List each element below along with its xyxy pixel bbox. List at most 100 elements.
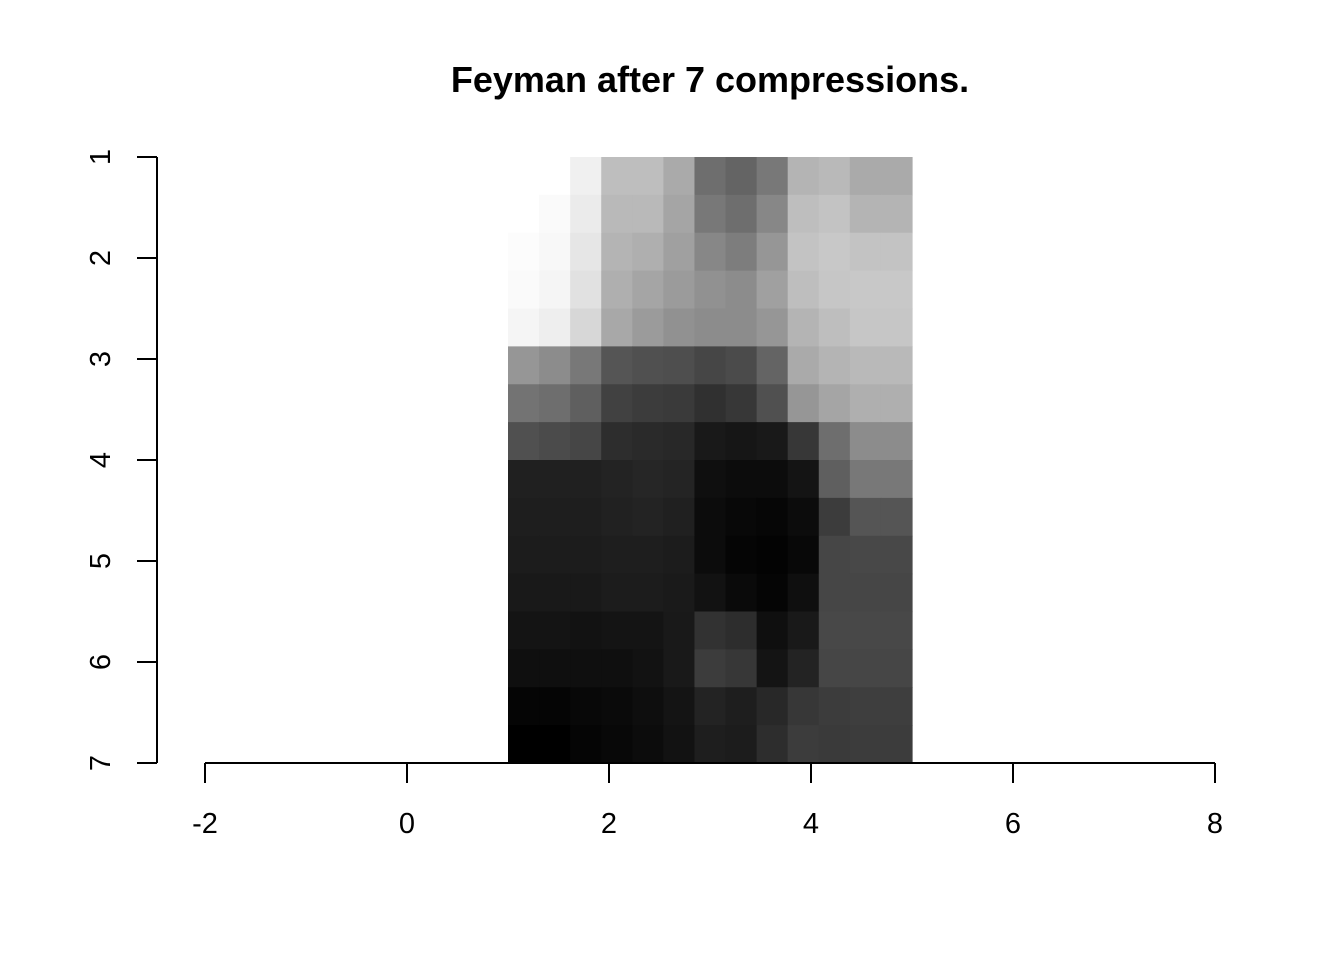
y-tick-label: 4 xyxy=(85,452,117,468)
heatmap-cell xyxy=(632,384,664,423)
heatmap-cell xyxy=(849,497,882,537)
heatmap-cell xyxy=(880,649,913,688)
x-tick-label: 8 xyxy=(1207,808,1223,840)
heatmap-cell xyxy=(570,611,602,650)
heatmap-cell xyxy=(632,649,664,688)
heatmap-cell xyxy=(725,232,758,272)
heatmap-cell xyxy=(570,157,602,196)
heatmap-cell xyxy=(694,460,727,499)
heatmap-cell xyxy=(570,422,602,461)
heatmap-cell xyxy=(756,384,789,423)
x-tick-label: 4 xyxy=(803,808,819,840)
heatmap-cell xyxy=(725,687,758,726)
heatmap-cell xyxy=(601,270,633,310)
heatmap-cell xyxy=(632,573,664,613)
heatmap-cell xyxy=(725,611,758,650)
heatmap-cell xyxy=(756,157,789,196)
heatmap-cell xyxy=(818,649,851,688)
heatmap-cell xyxy=(756,649,789,688)
heatmap-cell xyxy=(663,270,696,310)
heatmap-cell xyxy=(694,497,727,537)
heatmap-cell xyxy=(849,346,882,385)
heatmap-cell xyxy=(849,611,882,650)
heatmap-cell xyxy=(725,194,758,234)
heatmap-cell xyxy=(818,384,851,423)
heatmap-cell xyxy=(756,232,789,272)
heatmap-cell xyxy=(880,687,913,726)
heatmap-cell xyxy=(849,687,882,726)
heatmap-cell xyxy=(663,535,696,575)
x-axis: -2 0 2 4 6 8 xyxy=(192,762,1223,840)
heatmap-cell xyxy=(694,611,727,650)
heatmap-cell xyxy=(725,422,758,461)
heatmap-cell xyxy=(880,232,913,272)
heatmap-cell xyxy=(694,649,727,688)
heatmap-cell xyxy=(725,460,758,499)
heatmap-cell xyxy=(787,725,820,764)
heatmap-cell xyxy=(632,687,664,726)
heatmap-cell xyxy=(508,270,540,310)
heatmap-cell xyxy=(694,687,727,726)
heatmap-cell xyxy=(539,384,571,423)
heatmap-cell xyxy=(601,687,633,726)
x-tick-label: 2 xyxy=(601,808,617,840)
heatmap-cell xyxy=(849,232,882,272)
heatmap-cell xyxy=(818,346,851,385)
heatmap-cell xyxy=(601,308,633,347)
heatmap-cell xyxy=(632,611,664,650)
heatmap-cell xyxy=(663,611,696,650)
heatmap-cell xyxy=(818,687,851,726)
heatmap-cell xyxy=(508,422,540,461)
heatmap-cell xyxy=(632,157,664,196)
heatmap-cell xyxy=(632,725,664,764)
y-tick-label: 5 xyxy=(85,553,117,569)
heatmap-cell xyxy=(849,422,882,461)
heatmap-cell xyxy=(539,308,571,347)
heatmap-cell xyxy=(508,573,540,613)
heatmap-cell xyxy=(632,422,664,461)
heatmap-cell xyxy=(756,346,789,385)
heatmap-cell xyxy=(756,422,789,461)
heatmap-cell xyxy=(880,460,913,499)
heatmap-cell xyxy=(694,270,727,310)
heatmap-cell xyxy=(508,649,540,688)
heatmap-cell xyxy=(818,573,851,613)
heatmap-cell xyxy=(787,346,820,385)
heatmap-cell xyxy=(539,611,571,650)
heatmap-cell xyxy=(601,422,633,461)
heatmap-cell xyxy=(818,232,851,272)
heatmap-cell xyxy=(880,573,913,613)
heatmap-cell xyxy=(663,573,696,613)
heatmap-cell xyxy=(818,308,851,347)
heatmap-cell xyxy=(570,308,602,347)
heatmap-cell xyxy=(880,346,913,385)
heatmap-cell xyxy=(539,270,571,310)
heatmap-cell xyxy=(694,308,727,347)
heatmap-cell xyxy=(849,535,882,575)
heatmap-cell xyxy=(539,725,571,764)
heatmap-cell xyxy=(570,725,602,764)
heatmap-cell xyxy=(601,384,633,423)
heatmap-cell xyxy=(756,460,789,499)
heatmap-cell xyxy=(818,611,851,650)
heatmap-cell xyxy=(725,725,758,764)
heatmap-cell xyxy=(601,194,633,234)
heatmap-cell xyxy=(539,460,571,499)
heatmap-cell xyxy=(570,497,602,537)
heatmap-cell xyxy=(725,270,758,310)
heatmap-cell xyxy=(818,725,851,764)
heatmap-cell xyxy=(570,460,602,499)
heatmap-cell xyxy=(818,422,851,461)
heatmap-cell xyxy=(663,346,696,385)
heatmap-cell xyxy=(663,308,696,347)
y-tick-label: 1 xyxy=(85,149,117,165)
heatmap-cell xyxy=(508,497,540,537)
heatmap-cell xyxy=(601,232,633,272)
heatmap-cell xyxy=(663,687,696,726)
heatmap-cell xyxy=(725,497,758,537)
heatmap-cell xyxy=(539,535,571,575)
heatmap-cell xyxy=(787,687,820,726)
heatmap-cell xyxy=(694,346,727,385)
heatmap-cell xyxy=(818,270,851,310)
